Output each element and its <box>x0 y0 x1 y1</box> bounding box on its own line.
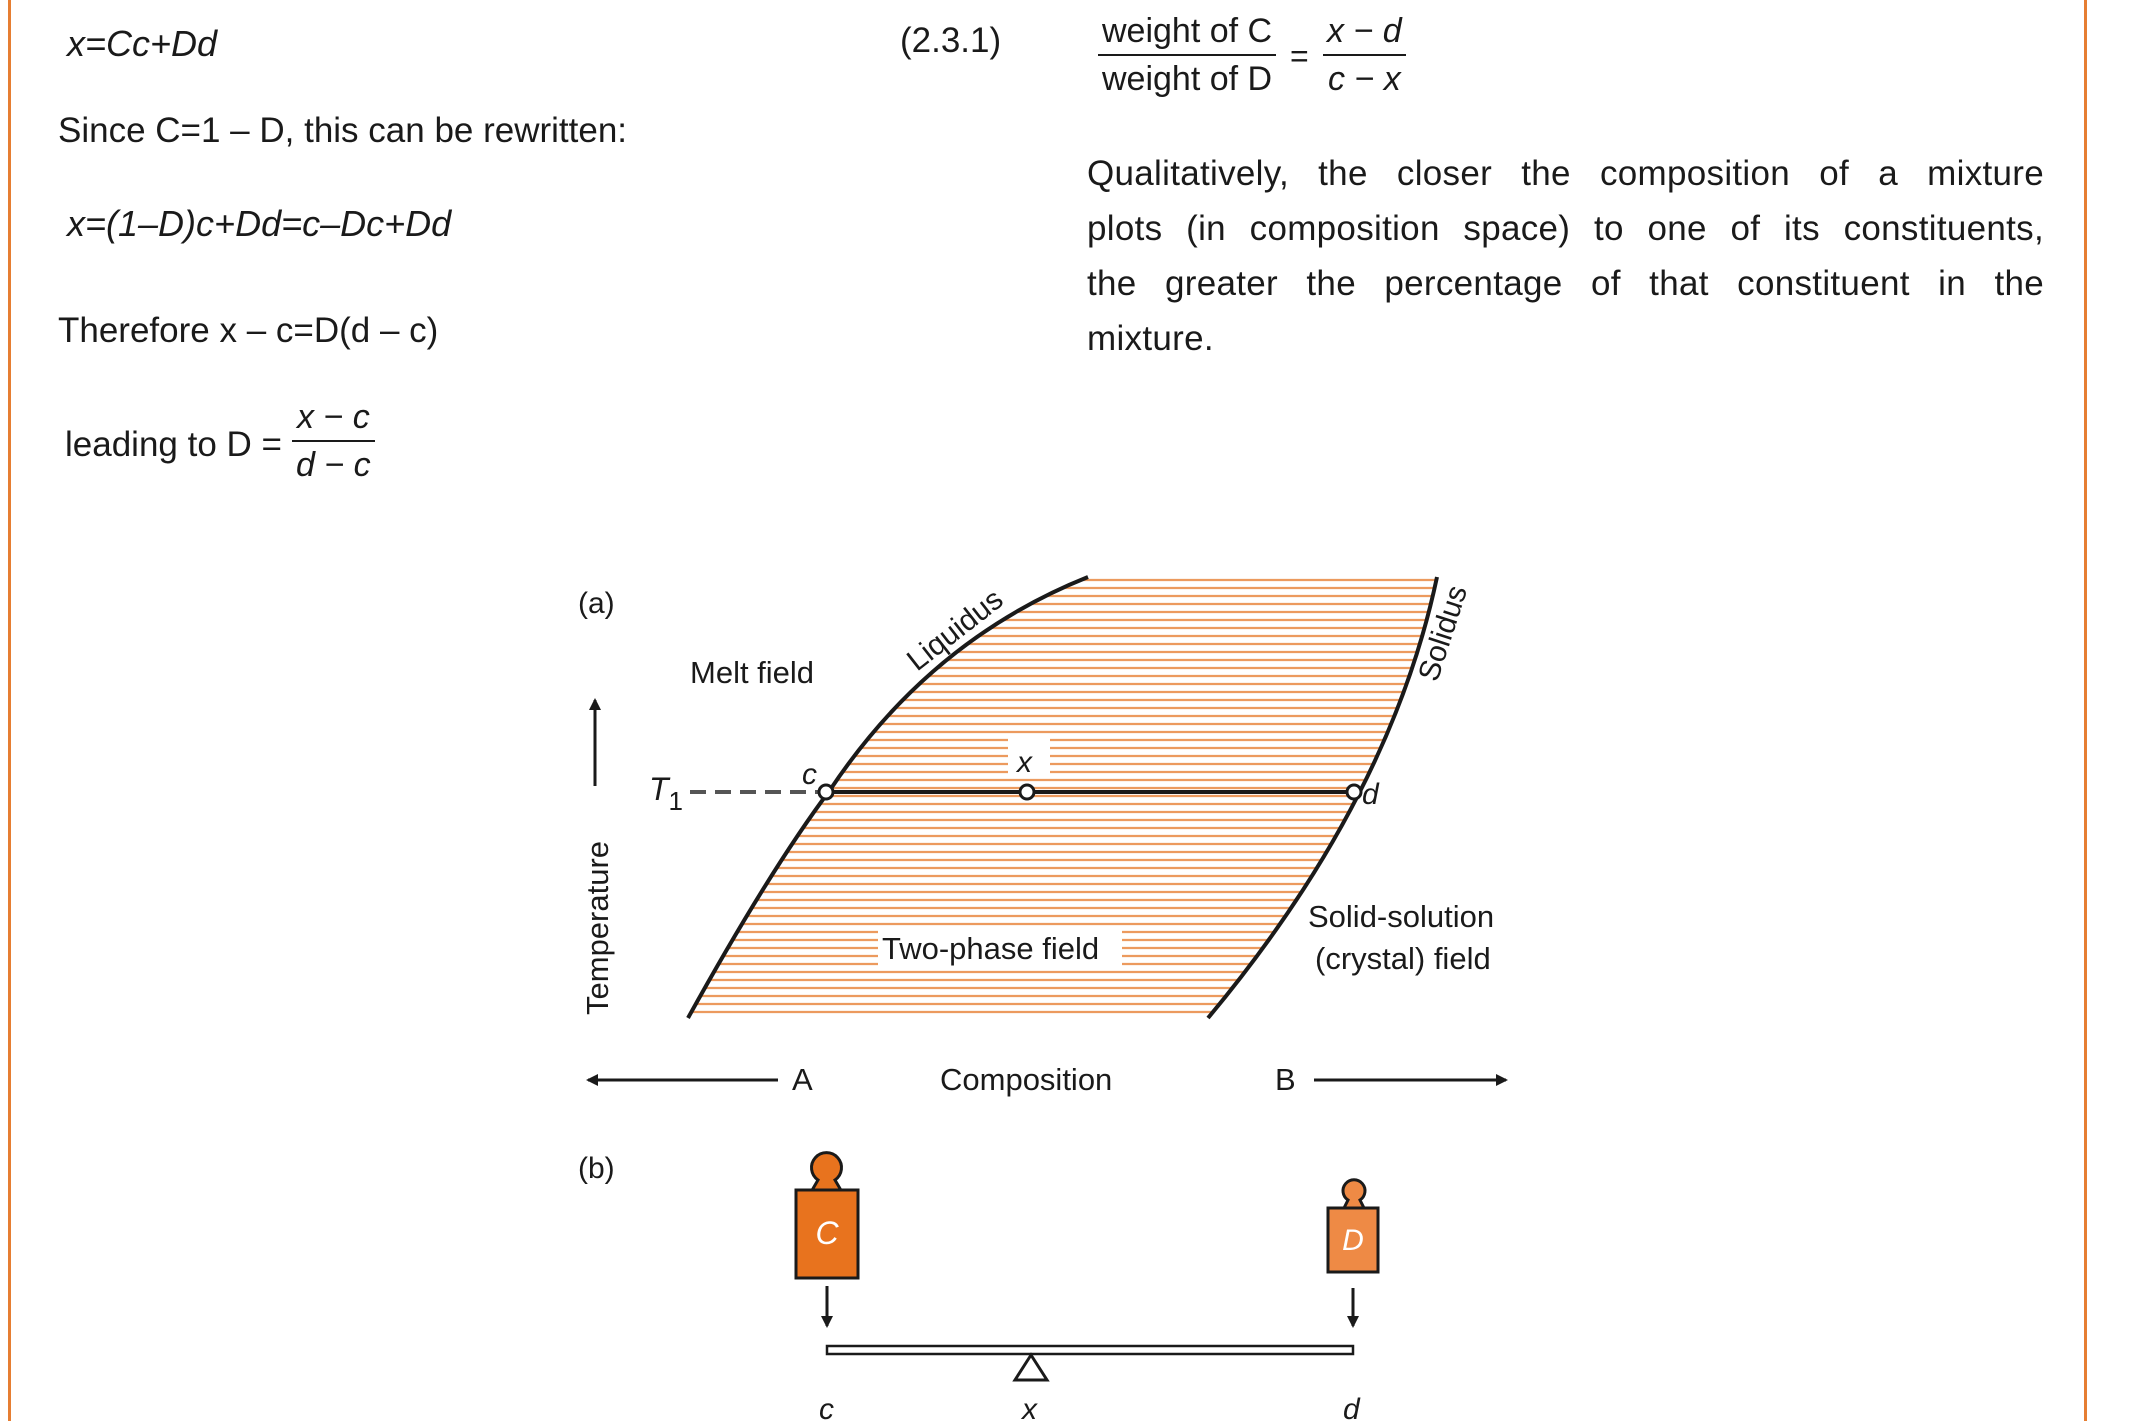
page-border-left <box>8 0 11 1421</box>
equation-number: (2.3.1) <box>900 21 1002 60</box>
fulcrum <box>1012 1352 1050 1382</box>
distance-ratio-denominator: c − x <box>1327 60 1401 98</box>
leading-fraction-numerator: x − c <box>292 400 375 442</box>
point-d-label: d <box>1362 778 1380 811</box>
weight-ratio-equals: = <box>1290 38 1309 74</box>
equation-mass-balance: x=Cc+Dd <box>67 23 218 64</box>
lever-d-label: d <box>1343 1393 1361 1421</box>
leading-fraction: x − c d − c <box>292 400 375 482</box>
point-c-label: c <box>802 758 817 791</box>
paragraph-line: Qualitatively, the closer the compositio… <box>1087 154 2044 193</box>
lever-c-label: c <box>819 1393 834 1421</box>
panel-b-label: (b) <box>578 1152 615 1185</box>
point-x-marker <box>1018 783 1036 801</box>
t1-label: T1 <box>649 771 683 816</box>
weight-d-body <box>1326 1206 1380 1274</box>
lever-x-label: x <box>1020 1393 1038 1421</box>
two-phase-label-background <box>878 928 1122 970</box>
weight-d: D <box>1326 1178 1380 1274</box>
melt-field-label: Melt field <box>690 655 814 690</box>
leading-fraction-denominator: d − c <box>296 446 371 484</box>
weight-c: C <box>794 1151 860 1280</box>
point-x-label: x <box>1015 746 1033 779</box>
weight-c-label: C <box>815 1215 839 1251</box>
lever-beam <box>825 1344 1355 1356</box>
paragraph-line: mixture. <box>1087 319 1214 358</box>
composition-axis-label: Composition <box>940 1062 1112 1097</box>
axis-b-label: B <box>1275 1062 1296 1097</box>
point-c-marker <box>817 783 835 801</box>
equation-rewritten: x=(1–D)c+Dd=c–Dc+Dd <box>67 203 452 244</box>
t1-base: T <box>649 771 671 807</box>
qualitative-paragraph: Qualitatively, the closer the compositio… <box>1087 146 2044 366</box>
paragraph-line: plots (in composition space) to one of i… <box>1087 209 2044 248</box>
liquidus-label: Liquidus <box>901 583 1009 678</box>
therefore-text: Therefore x – c=D(d – c) <box>58 311 439 350</box>
solid-solution-label: Solid-solution <box>1308 899 1494 934</box>
page-border-right <box>2084 0 2087 1421</box>
weight-ratio-denominator: weight of D <box>1102 60 1273 98</box>
weight-d-knob <box>1340 1178 1368 1212</box>
temperature-axis-label: Temperature <box>580 841 615 1015</box>
point-d-marker <box>1345 783 1363 801</box>
panel-a-label: (a) <box>578 587 615 620</box>
crystal-field-label: (crystal) field <box>1315 941 1491 976</box>
weight-ratio-numerator: weight of C <box>1098 14 1277 56</box>
weight-d-label: D <box>1342 1224 1364 1257</box>
weight-c-body <box>794 1188 860 1280</box>
since-text: Since C=1 – D, this can be rewritten: <box>58 111 628 150</box>
paragraph-line: the greater the percentage of that const… <box>1087 264 2044 303</box>
two-phase-label: Two-phase field <box>882 931 1099 966</box>
axis-a-label: A <box>792 1062 813 1097</box>
distance-ratio-numerator: x − d <box>1323 14 1406 56</box>
t1-subscript: 1 <box>669 786 683 816</box>
weight-ratio-left: weight of C weight of D <box>1098 14 1277 98</box>
distance-ratio: x − d c − x <box>1323 14 1406 96</box>
leading-to-text: leading to D = <box>65 425 282 464</box>
weight-c-knob <box>808 1151 845 1194</box>
x-label-background <box>1008 738 1050 776</box>
